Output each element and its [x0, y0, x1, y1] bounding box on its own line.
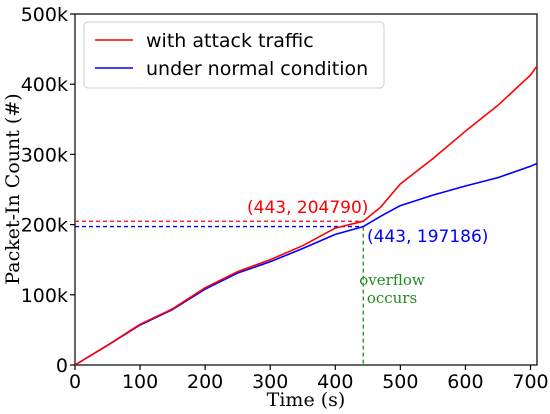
annotation-overflow-line2: occurs: [367, 289, 417, 307]
annotation-overflow-line1: overflow: [359, 271, 425, 289]
legend-label-normal: under normal condition: [146, 58, 368, 80]
y-tick-label: 300k: [21, 144, 68, 166]
y-axis-title: Packet-In Count (#): [2, 93, 24, 284]
y-tick-label: 400k: [21, 74, 68, 96]
annotation-normal-point: (443, 197186): [367, 227, 488, 247]
legend: with attack traffic under normal conditi…: [83, 21, 385, 89]
y-tick-label: 100k: [21, 285, 68, 307]
series-lines: [74, 65, 538, 366]
series-line-attack: [74, 65, 538, 366]
y-tick-label: 500k: [21, 4, 68, 26]
x-tick-label: 700: [512, 371, 548, 393]
axis-ticks: 0 100 200 300 400 500 600 700 0 100k 200k 300k 400k 5…: [21, 4, 549, 393]
x-tick-label: 300: [252, 371, 288, 393]
y-tick-label: 0: [56, 355, 68, 377]
x-tick-label: 500: [382, 371, 418, 393]
legend-box: [83, 21, 385, 89]
annotation-attack-point: (443, 204790): [247, 198, 368, 218]
x-tick-label: 200: [187, 371, 223, 393]
series-line-normal: [74, 162, 538, 366]
x-tick-label: 400: [317, 371, 353, 393]
x-axis-title: Time (s): [267, 389, 346, 411]
reference-lines: [75, 220, 364, 365]
y-tick-label: 200k: [21, 215, 68, 237]
x-tick-label: 600: [447, 371, 483, 393]
x-tick-label: 100: [122, 371, 158, 393]
plot-frame: [74, 13, 538, 366]
legend-label-attack: with attack traffic: [146, 30, 314, 52]
x-tick-label: 0: [69, 371, 81, 393]
